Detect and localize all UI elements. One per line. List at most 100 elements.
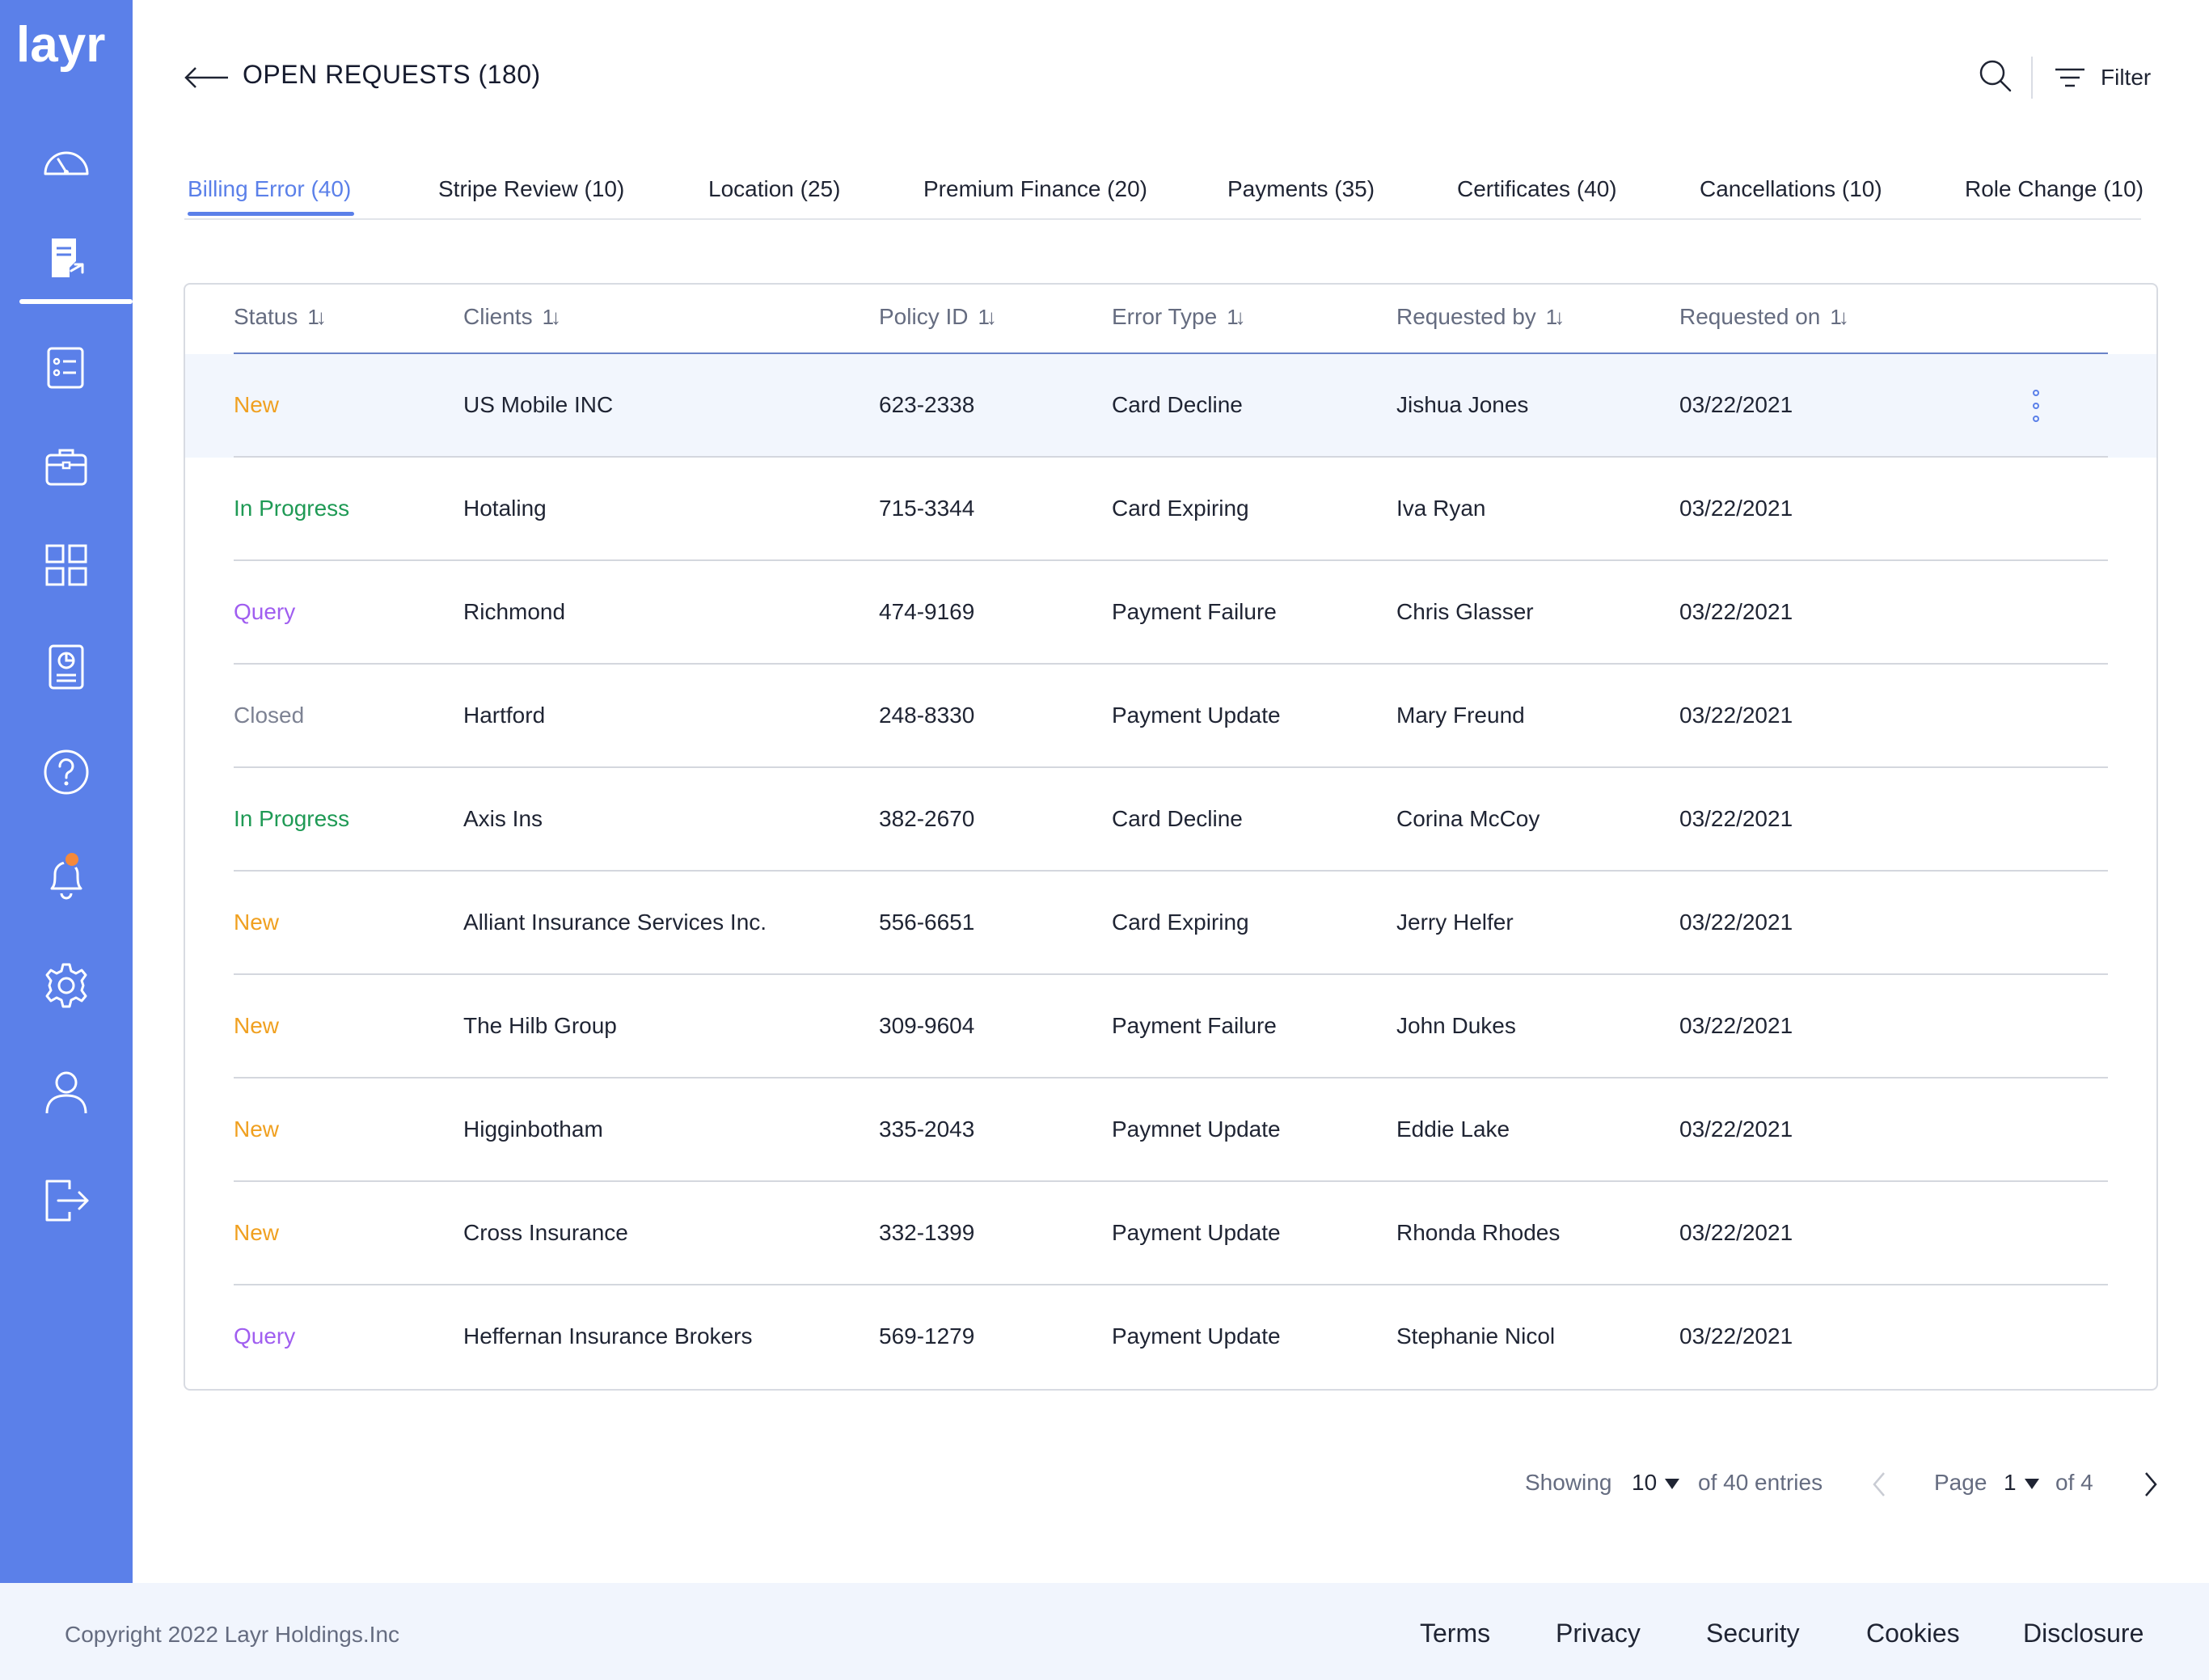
requested-by-cell: Stephanie Nicol: [1396, 1323, 1556, 1349]
client-cell: The Hilb Group: [463, 1013, 617, 1038]
report-chart-icon: [49, 644, 84, 690]
user-icon: [45, 1071, 87, 1114]
column-header-status[interactable]: Status 1↓: [234, 304, 327, 329]
notification-badge: [63, 851, 81, 868]
sort-icon: 1↓: [1830, 304, 1849, 329]
logout-icon: [45, 1180, 89, 1222]
sidebar-item-notifications[interactable]: [0, 833, 133, 922]
column-header-error-type[interactable]: Error Type 1↓: [1112, 304, 1246, 329]
footer-link-privacy[interactable]: Privacy: [1556, 1619, 1641, 1648]
policy-id-cell: 623-2338: [879, 392, 975, 417]
filter-icon: [2055, 68, 2084, 87]
tab-premium-finance[interactable]: Premium Finance (20): [923, 176, 1147, 201]
table-row[interactable]: New Higginbotham 335-2043 Paymnet Update Edd…: [185, 1078, 2156, 1182]
briefcase-icon: [45, 449, 87, 486]
sidebar-item-help[interactable]: [0, 728, 133, 817]
active-nav-indicator: [19, 299, 133, 304]
row-divider: [234, 1284, 2108, 1285]
tab-payments[interactable]: Payments (35): [1227, 176, 1375, 201]
footer-link-security[interactable]: Security: [1706, 1619, 1800, 1648]
table-row[interactable]: Query Richmond 474-9169 Payment Failure Chri…: [185, 561, 2156, 665]
requested-by-cell: Chris Glasser: [1396, 599, 1534, 624]
page-header: OPEN REQUESTS (180) Filter: [133, 0, 2209, 154]
layr-logo[interactable]: layr: [16, 17, 116, 84]
tab-stripe-review[interactable]: Stripe Review (10): [438, 176, 625, 201]
sidebar-item-apps[interactable]: [0, 521, 133, 610]
client-cell: Cross Insurance: [463, 1220, 628, 1245]
requested-on-cell: 03/22/2021: [1679, 806, 1793, 831]
tab-billing-error[interactable]: Billing Error (40): [188, 176, 352, 201]
error-type-cell: Card Decline: [1112, 806, 1243, 831]
prev-page-button[interactable]: [1871, 1471, 1887, 1503]
status-cell: New: [234, 1116, 280, 1142]
sidebar-item-policies[interactable]: [0, 422, 133, 511]
policy-id-cell: 715-3344: [879, 496, 975, 521]
next-page-button[interactable]: [2143, 1471, 2159, 1503]
row-divider: [234, 1077, 2108, 1078]
error-type-cell: Payment Failure: [1112, 1013, 1277, 1038]
row-more-icon[interactable]: [2024, 385, 2048, 427]
column-header-requested-on[interactable]: Requested on 1↓: [1679, 304, 1849, 329]
row-divider: [234, 663, 2108, 665]
sort-icon: 1↓: [1227, 304, 1246, 329]
footer-link-cookies[interactable]: Cookies: [1866, 1619, 1960, 1648]
policy-id-cell: 335-2043: [879, 1116, 975, 1142]
requests-table: Status 1↓ Clients 1↓ Policy ID 1↓ Error Typ…: [184, 283, 2158, 1391]
status-cell: New: [234, 1220, 280, 1245]
error-type-cell: Payment Update: [1112, 1220, 1281, 1245]
filter-label: Filter: [2101, 65, 2152, 90]
error-type-cell: Card Decline: [1112, 392, 1243, 417]
tab-location[interactable]: Location (25): [708, 176, 841, 201]
sort-icon: 1↓: [978, 304, 997, 329]
table-row[interactable]: Closed Hartford 248-8330 Payment Update Mary…: [185, 665, 2156, 768]
column-header-policy-id[interactable]: Policy ID 1↓: [879, 304, 997, 329]
column-header-requested-by[interactable]: Requested by 1↓: [1396, 304, 1565, 329]
status-cell: New: [234, 1013, 280, 1038]
sidebar-item-logout[interactable]: [0, 1156, 133, 1245]
table-header: Status 1↓ Clients 1↓ Policy ID 1↓ Error Typ…: [234, 285, 2108, 354]
status-cell: Closed: [234, 703, 305, 728]
column-header-clients[interactable]: Clients 1↓: [463, 304, 561, 329]
error-type-cell: Card Expiring: [1112, 910, 1249, 935]
tab-certificates[interactable]: Certificates (40): [1457, 176, 1617, 201]
status-cell: Query: [234, 1323, 296, 1349]
table-row[interactable]: New Alliant Insurance Services Inc. 556-66…: [185, 872, 2156, 975]
search-button[interactable]: [1976, 57, 2017, 97]
sidebar-item-settings[interactable]: [0, 941, 133, 1030]
page-title: OPEN REQUESTS (180): [243, 60, 541, 89]
policy-id-cell: 556-6651: [879, 910, 975, 935]
tab-cancellations[interactable]: Cancellations (10): [1700, 176, 1882, 201]
page-size-select[interactable]: 10: [1632, 1470, 1680, 1496]
header-divider: [2031, 57, 2033, 99]
sidebar-item-checklist[interactable]: [0, 323, 133, 412]
caret-down-icon: [2024, 1479, 2039, 1490]
total-pages: of 4: [2055, 1470, 2093, 1495]
policy-id-cell: 382-2670: [879, 806, 975, 831]
table-row[interactable]: New The Hilb Group 309-9604 Payment Failure…: [185, 975, 2156, 1078]
sidebar-item-reports[interactable]: [0, 623, 133, 711]
table-row[interactable]: New US Mobile INC 623-2338 Card Decline Jish…: [185, 354, 2156, 458]
table-row[interactable]: New Cross Insurance 332-1399 Payment Update…: [185, 1182, 2156, 1285]
back-button[interactable]: [183, 58, 231, 97]
sidebar-item-profile[interactable]: [0, 1048, 133, 1137]
client-cell: Hartford: [463, 703, 546, 728]
table-row[interactable]: In Progress Axis Ins 382-2670 Card Decline C…: [185, 768, 2156, 872]
footer-link-disclosure[interactable]: Disclosure: [2023, 1619, 2144, 1648]
chevron-right-icon: [2145, 1472, 2157, 1496]
row-divider: [234, 559, 2108, 561]
policy-id-cell: 309-9604: [879, 1013, 975, 1038]
sidebar-item-dashboard[interactable]: [0, 118, 133, 207]
table-row[interactable]: In Progress Hotaling 715-3344 Card Expiring…: [185, 458, 2156, 561]
table-row[interactable]: Query Heffernan Insurance Brokers 569-1279…: [185, 1285, 2156, 1389]
sidebar-item-requests[interactable]: [0, 213, 133, 302]
footer-link-terms[interactable]: Terms: [1420, 1619, 1491, 1648]
requested-on-cell: 03/22/2021: [1679, 392, 1793, 417]
sort-icon: 1↓: [307, 304, 327, 329]
page-number-select[interactable]: 1: [2004, 1470, 2039, 1496]
client-cell: Heffernan Insurance Brokers: [463, 1323, 753, 1349]
status-cell: Query: [234, 599, 296, 624]
requested-on-cell: 03/22/2021: [1679, 1323, 1793, 1349]
tab-role-change[interactable]: Role Change (10): [1965, 176, 2144, 201]
row-divider: [234, 1180, 2108, 1182]
filter-button[interactable]: Filter: [2054, 60, 2151, 95]
